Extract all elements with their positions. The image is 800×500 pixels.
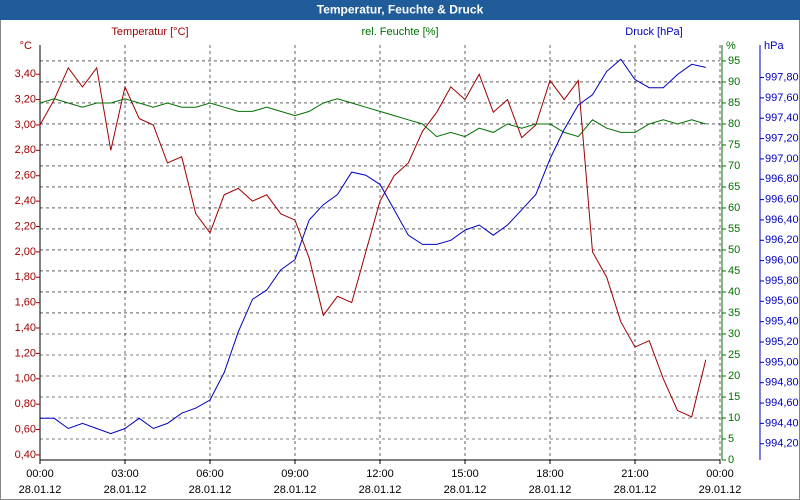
x-tick-date: 28.01.12 (614, 484, 657, 496)
x-tick-date: 28.01.12 (104, 484, 147, 496)
y3-unit: hPa (764, 40, 784, 52)
x-tick-date: 28.01.12 (274, 484, 317, 496)
y3-tick-label: 997,40 (765, 112, 799, 124)
x-tick-label: 00:00 (26, 468, 54, 480)
y2-tick-label: 95 (728, 55, 740, 67)
y-tick-label: 2,60 (15, 170, 36, 182)
y-tick-label: 3,20 (15, 93, 36, 105)
y2-tick-label: 30 (728, 328, 740, 340)
y3-axis-label: Druck [hPa] (625, 26, 682, 38)
x-tick-label: 03:00 (111, 468, 139, 480)
y-tick-label: 1,00 (15, 373, 36, 385)
y2-tick-label: 20 (728, 370, 740, 382)
x-tick-label: 18:00 (536, 468, 564, 480)
x-tick-date: 28.01.12 (529, 484, 572, 496)
y2-tick-label: 55 (728, 223, 740, 235)
y-tick-label: 3,40 (15, 68, 36, 80)
series-line (39, 98, 706, 138)
y3-tick-label: 996,20 (765, 234, 799, 246)
y3-tick-label: 994,80 (765, 377, 799, 389)
y2-tick-label: 10 (728, 412, 740, 424)
y-axis-label: Temperatur [°C] (111, 26, 188, 38)
y-tick-label: 1,40 (15, 322, 36, 334)
x-tick-label: 06:00 (196, 468, 224, 480)
y3-tick-label: 996,60 (765, 194, 799, 206)
y2-tick-label: 35 (728, 307, 740, 319)
y-tick-label: 2,80 (15, 144, 36, 156)
y2-tick-label: 5 (728, 433, 734, 445)
y3-tick-label: 997,20 (765, 132, 799, 144)
x-tick-label: 09:00 (281, 468, 309, 480)
y-tick-label: 1,20 (15, 347, 36, 359)
y2-tick-label: 65 (728, 181, 740, 193)
title-bar (0, 0, 800, 20)
x-tick-date: 28.01.12 (444, 484, 487, 496)
y2-tick-label: 45 (728, 265, 740, 277)
x-tick-date: 28.01.12 (19, 484, 62, 496)
series-line (39, 66, 707, 418)
y-tick-label: 2,40 (15, 195, 36, 207)
y3-tick-label: 997,00 (765, 153, 799, 165)
y-tick-label: 0,60 (15, 423, 36, 435)
y3-tick-label: 995,80 (765, 275, 799, 287)
y2-tick-label: 25 (728, 349, 740, 361)
y3-tick-label: 995,00 (765, 356, 799, 368)
x-tick-label: 21:00 (621, 468, 649, 480)
y2-tick-label: 40 (728, 286, 740, 298)
y-tick-label: 0,80 (15, 398, 36, 410)
x-tick-date: 28.01.12 (359, 484, 402, 496)
y3-tick-label: 996,80 (765, 173, 799, 185)
y-tick-label: 1,80 (15, 271, 36, 283)
y2-tick-label: 85 (728, 97, 740, 109)
y-tick-label: 3,00 (15, 119, 36, 131)
y3-tick-label: 996,40 (765, 214, 799, 226)
y3-tick-label: 994,40 (765, 417, 799, 429)
y2-unit: % (726, 40, 736, 52)
y-unit: °C (20, 40, 32, 52)
y2-tick-label: 50 (728, 244, 740, 256)
x-tick-date: 29.01.12 (699, 484, 742, 496)
y3-tick-label: 994,20 (765, 438, 799, 450)
y3-tick-label: 995,60 (765, 295, 799, 307)
x-tick-label: 00:00 (706, 468, 734, 480)
y2-tick-label: 80 (728, 118, 740, 130)
y-tick-label: 2,00 (15, 246, 36, 258)
chart-title: Temperatur, Feuchte & Druck (317, 3, 484, 17)
y2-tick-label: 60 (728, 202, 740, 214)
y2-axis-label: rel. Feuchte [%] (361, 26, 438, 38)
x-tick-label: 12:00 (366, 468, 394, 480)
y2-tick-label: 70 (728, 160, 740, 172)
y-tick-label: 0,40 (15, 449, 36, 461)
y2-tick-label: 15 (728, 391, 740, 403)
x-tick-label: 15:00 (451, 468, 479, 480)
y2-tick-label: 75 (728, 139, 740, 151)
y2-tick-label: 90 (728, 76, 740, 88)
series-line (40, 58, 706, 435)
y3-tick-label: 994,60 (765, 397, 799, 409)
y3-tick-label: 997,60 (765, 92, 799, 104)
y3-tick-label: 997,80 (765, 71, 799, 83)
y3-tick-label: 995,20 (765, 336, 799, 348)
y-tick-label: 2,20 (15, 220, 36, 232)
y3-tick-label: 995,40 (765, 316, 799, 328)
x-tick-date: 28.01.12 (189, 484, 232, 496)
y3-tick-label: 996,00 (765, 255, 799, 267)
y-tick-label: 1,60 (15, 297, 36, 309)
y2-tick-label: 0 (728, 454, 734, 466)
